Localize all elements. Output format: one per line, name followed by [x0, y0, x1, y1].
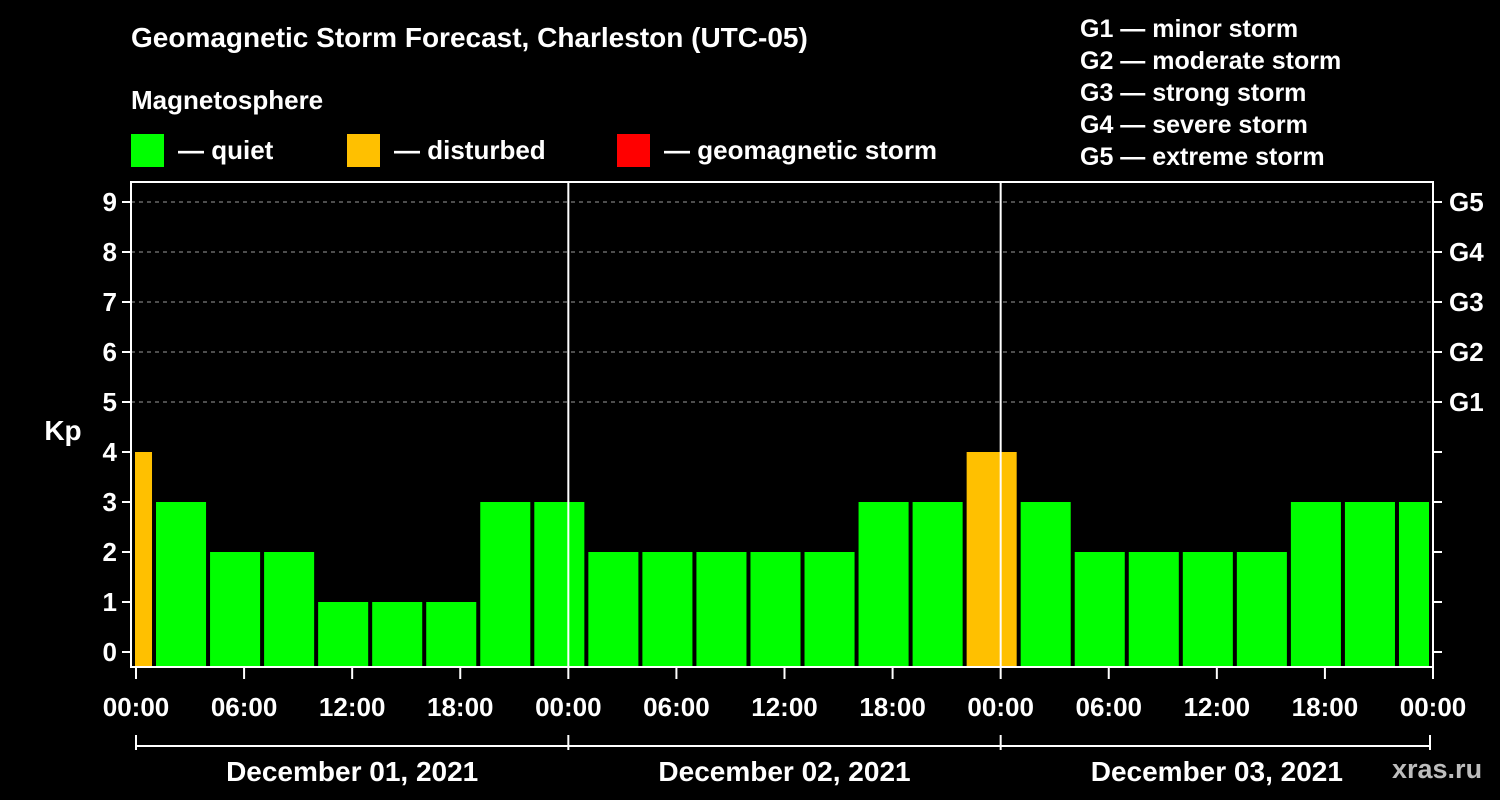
kp-bar-4 — [318, 602, 369, 667]
kp-bar-16 — [966, 452, 1017, 667]
y-axis-label: Kp — [44, 415, 81, 446]
legend-label-disturbed: — disturbed — [394, 134, 546, 165]
day-label-1: December 02, 2021 — [658, 756, 910, 787]
day-label-2: December 03, 2021 — [1091, 756, 1343, 787]
y-tick-label-5: 5 — [103, 387, 117, 417]
legend-swatch-disturbed — [347, 133, 380, 167]
storm-level-g1: G1 — minor storm — [1080, 15, 1299, 43]
storm-level-g3: G3 — strong storm — [1080, 79, 1307, 107]
chart-title: Geomagnetic Storm Forecast, Charleston (… — [131, 22, 808, 53]
y-tick-label-2: 2 — [103, 537, 117, 567]
day-label-0: December 01, 2021 — [226, 756, 478, 787]
right-tick-label-G4: G4 — [1449, 237, 1484, 267]
right-tick-label-G1: G1 — [1449, 387, 1484, 417]
y-tick-label-4: 4 — [103, 437, 118, 467]
kp-bar-14 — [858, 502, 909, 667]
x-tick-label-9: 06:00 — [1076, 692, 1143, 722]
kp-bar-10 — [642, 552, 693, 667]
kp-bar-12 — [750, 552, 801, 667]
kp-bar-13 — [804, 552, 855, 667]
x-tick-label-11: 18:00 — [1292, 692, 1359, 722]
x-tick-label-10: 12:00 — [1184, 692, 1251, 722]
x-tick-label-8: 00:00 — [967, 692, 1034, 722]
storm-level-g2: G2 — moderate storm — [1080, 47, 1342, 75]
kp-bar-22 — [1290, 502, 1341, 667]
kp-bar-20 — [1182, 552, 1233, 667]
y-tick-label-0: 0 — [103, 637, 117, 667]
kp-bar-23 — [1344, 502, 1395, 667]
storm-level-g4: G4 — severe storm — [1080, 111, 1308, 139]
y-tick-label-3: 3 — [103, 487, 117, 517]
kp-bar-9 — [588, 552, 639, 667]
kp-bar-19 — [1128, 552, 1179, 667]
y-tick-label-7: 7 — [103, 287, 117, 317]
x-tick-label-0: 00:00 — [103, 692, 170, 722]
plot-frame — [130, 181, 1434, 668]
storm-level-g5: G5 — extreme storm — [1080, 143, 1325, 171]
storm-level-legend: G1 — minor storm G2 — moderate storm G3 … — [1080, 13, 1341, 173]
y-tick-label-6: 6 — [103, 337, 117, 367]
right-tick-label-G2: G2 — [1449, 337, 1484, 367]
kp-bar-18 — [1074, 552, 1125, 667]
x-tick-label-1: 06:00 — [211, 692, 278, 722]
right-tick-label-G5: G5 — [1449, 187, 1484, 217]
kp-bar-15 — [912, 502, 963, 667]
legend-swatch-quiet — [131, 133, 164, 167]
y-tick-label-1: 1 — [103, 587, 117, 617]
x-tick-label-7: 18:00 — [859, 692, 926, 722]
kp-bar-17 — [1020, 502, 1071, 667]
kp-bar-6 — [426, 602, 477, 667]
kp-bar-0 — [135, 452, 153, 667]
x-tick-label-6: 12:00 — [751, 692, 818, 722]
kp-bar-5 — [372, 602, 423, 667]
x-tick-label-4: 00:00 — [535, 692, 602, 722]
legend-item-storm: — geomagnetic storm — [617, 133, 937, 167]
legend-item-disturbed: — disturbed — [347, 133, 546, 167]
legend-label-quiet: — quiet — [178, 134, 274, 165]
kp-bar-11 — [696, 552, 747, 667]
right-tick-label-G3: G3 — [1449, 287, 1484, 317]
legend-heading: Magnetosphere — [131, 85, 324, 115]
legend-label-storm: — geomagnetic storm — [664, 134, 938, 165]
x-tick-label-12: 00:00 — [1400, 692, 1467, 722]
kp-bar-3 — [264, 552, 315, 667]
watermark: xras.ru — [1392, 754, 1483, 784]
x-tick-label-3: 18:00 — [427, 692, 494, 722]
kp-bar-8 — [534, 502, 585, 667]
kp-bar-7 — [480, 502, 531, 667]
kp-bar-1 — [156, 502, 207, 667]
legend-item-quiet: — quiet — [131, 133, 273, 167]
kp-bar-24 — [1398, 502, 1429, 667]
x-tick-label-2: 12:00 — [319, 692, 386, 722]
legend-swatch-storm — [617, 133, 650, 167]
y-tick-label-9: 9 — [103, 187, 117, 217]
kp-bar-2 — [210, 552, 261, 667]
y-tick-label-8: 8 — [103, 237, 117, 267]
kp-bar-21 — [1236, 552, 1287, 667]
x-tick-label-5: 06:00 — [643, 692, 710, 722]
